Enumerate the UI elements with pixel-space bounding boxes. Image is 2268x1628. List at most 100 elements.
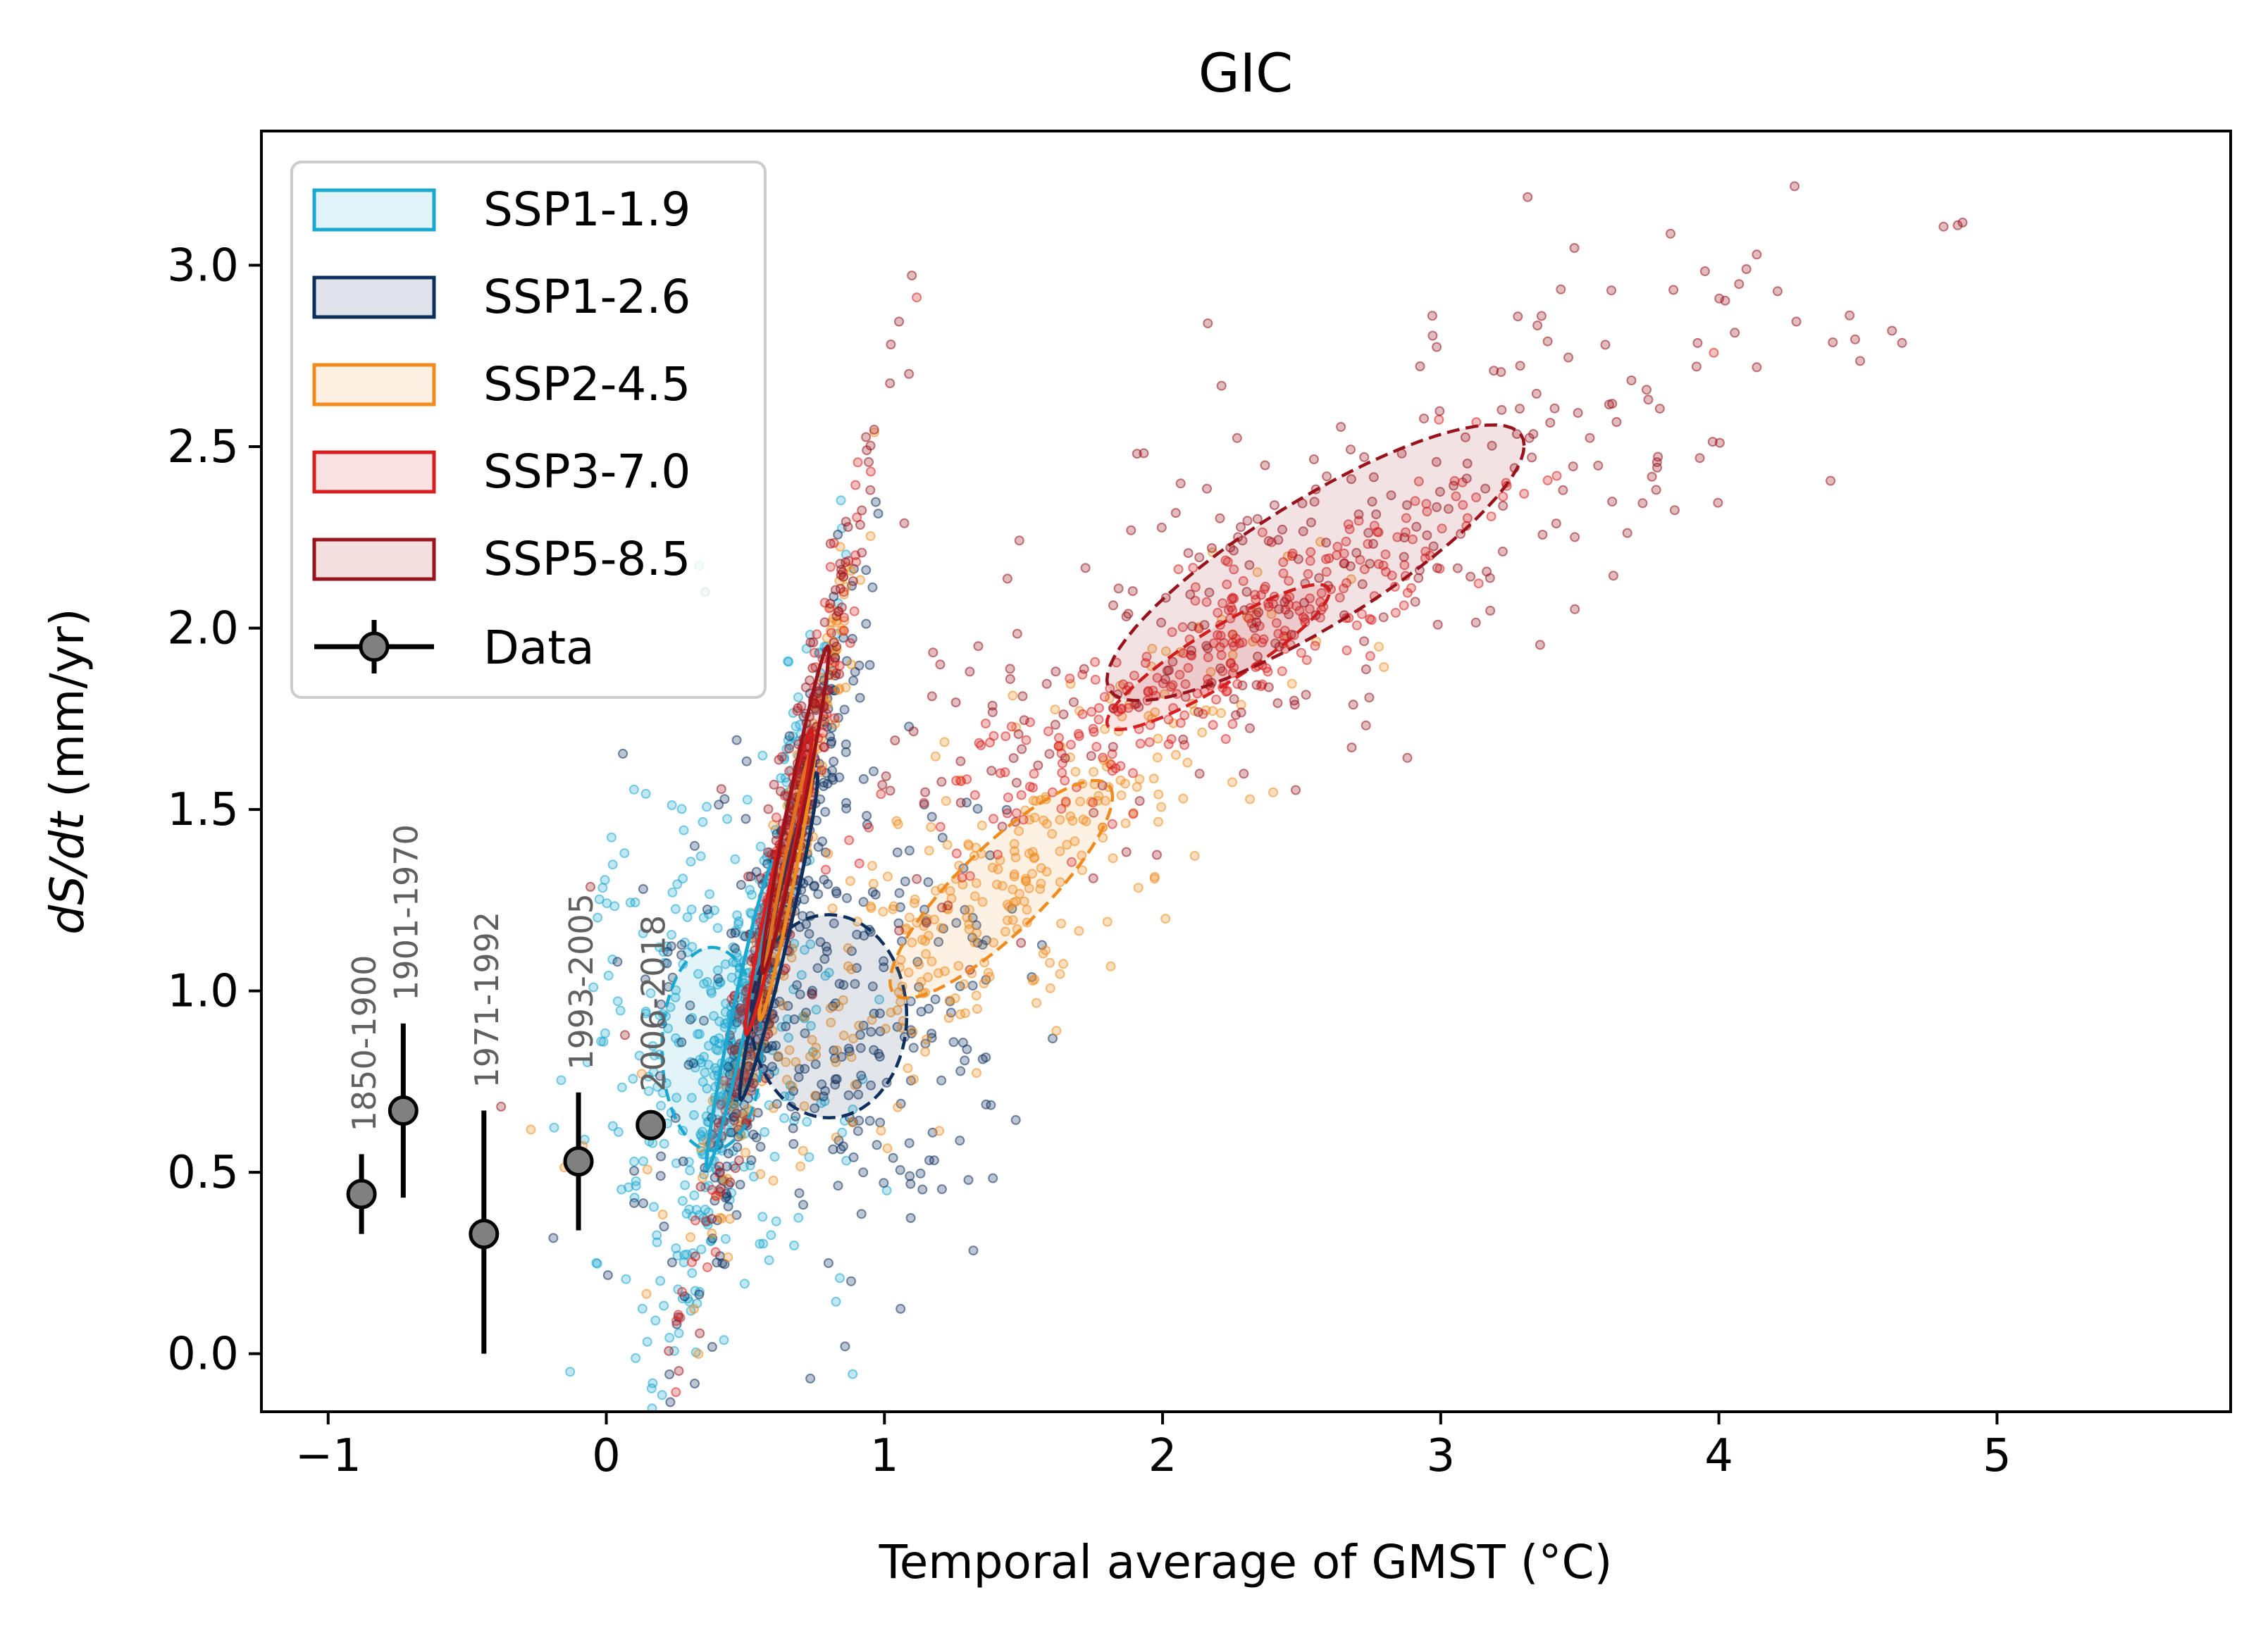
scatter-point xyxy=(795,989,805,1000)
scatter-point xyxy=(1413,573,1424,583)
scatter-point xyxy=(927,1033,937,1043)
scatter-point xyxy=(1216,380,1227,391)
scatter-point xyxy=(619,848,630,859)
scatter-point xyxy=(1081,816,1091,826)
scatter-point xyxy=(1178,734,1189,745)
scatter-point xyxy=(1260,460,1270,471)
scatter-point xyxy=(1149,874,1160,884)
scatter-point xyxy=(640,1008,651,1019)
scatter-point xyxy=(712,1257,722,1268)
legend-label: SSP3-7.0 xyxy=(483,445,690,499)
scatter-point xyxy=(714,1212,725,1223)
scatter-point xyxy=(1291,785,1301,795)
scatter-point xyxy=(1099,692,1110,702)
scatter-point xyxy=(899,518,910,528)
data-period-label: 2006-2018 xyxy=(635,915,673,1092)
scatter-point xyxy=(1144,737,1155,747)
legend-entry: SSP3-7.0 xyxy=(312,445,690,499)
scatter-point xyxy=(1178,793,1189,804)
scatter-point xyxy=(746,1155,757,1165)
scatter-point xyxy=(774,754,784,765)
scatter-point xyxy=(735,1179,745,1190)
scatter-point xyxy=(871,497,881,507)
scatter-point xyxy=(1133,883,1144,893)
scatter-point xyxy=(810,647,820,658)
scatter-point xyxy=(1015,888,1024,899)
scatter-point xyxy=(866,1026,876,1037)
scatter-point xyxy=(917,1184,928,1195)
scatter-point xyxy=(1647,471,1657,482)
scatter-point xyxy=(659,1300,669,1311)
scatter-point xyxy=(685,1000,695,1011)
scatter-point xyxy=(606,832,616,843)
scatter-point xyxy=(719,1335,729,1346)
scatter-point xyxy=(912,874,922,884)
scatter-point xyxy=(835,1273,845,1284)
scatter-point xyxy=(896,1303,906,1314)
scatter-point xyxy=(1045,957,1055,968)
scatter-point xyxy=(781,1057,791,1067)
scatter-point xyxy=(730,928,740,938)
scatter-point xyxy=(811,1050,822,1060)
scatter-point xyxy=(1093,714,1104,725)
scatter-point xyxy=(1077,865,1087,876)
scatter-point xyxy=(1251,680,1262,690)
scatter-point xyxy=(836,1144,846,1155)
scatter-point xyxy=(904,912,915,923)
scatter-point xyxy=(656,999,667,1009)
scatter-point xyxy=(847,1117,857,1128)
scatter-point xyxy=(955,756,966,766)
scatter-point xyxy=(615,1005,626,1016)
scatter-point xyxy=(861,565,872,576)
scatter-point xyxy=(1163,714,1174,725)
scatter-point xyxy=(892,847,903,857)
scatter-point xyxy=(677,1195,688,1206)
scatter-point xyxy=(665,1397,676,1408)
scatter-point xyxy=(667,1257,677,1268)
scatter-point xyxy=(905,1213,916,1223)
scatter-point xyxy=(716,1183,726,1194)
scatter-point xyxy=(690,1379,700,1388)
scatter-point xyxy=(843,1090,854,1100)
scatter-point xyxy=(1301,690,1311,700)
scatter-point xyxy=(1019,715,1029,726)
scatter-point xyxy=(1144,711,1154,721)
scatter-point xyxy=(819,742,829,752)
y-tick-label: 2.0 xyxy=(167,603,239,655)
scatter-point xyxy=(1126,525,1136,535)
scatter-point xyxy=(707,1228,717,1238)
scatter-point xyxy=(1828,337,1838,347)
scatter-point xyxy=(802,1117,812,1127)
x-tick-label: 4 xyxy=(1704,1430,1733,1482)
scatter-point xyxy=(1121,847,1132,857)
scatter-point xyxy=(1542,475,1553,485)
scatter-point xyxy=(1551,518,1561,529)
y-tick-label: 0.0 xyxy=(167,1329,239,1381)
scatter-point xyxy=(597,883,608,893)
scatter-point xyxy=(662,947,673,957)
scatter-point xyxy=(760,1127,770,1137)
scatter-point xyxy=(1366,615,1377,625)
scatter-point xyxy=(629,1166,640,1176)
scatter-point xyxy=(721,1191,732,1202)
legend-label: SSP1-1.9 xyxy=(483,182,690,237)
scatter-point xyxy=(1528,429,1539,440)
scatter-point xyxy=(676,940,687,950)
scatter-point xyxy=(1060,753,1070,764)
scatter-point xyxy=(667,800,677,810)
scatter-point xyxy=(862,445,872,456)
scatter-point xyxy=(1569,243,1580,253)
scatter-point xyxy=(1263,682,1274,692)
scatter-point xyxy=(955,1136,965,1146)
scatter-point xyxy=(1310,640,1320,651)
scatter-point xyxy=(846,964,857,974)
scatter-point xyxy=(825,599,836,609)
scatter-point xyxy=(1139,448,1149,459)
scatter-point xyxy=(981,719,991,728)
scatter-point xyxy=(1694,453,1705,464)
scatter-point xyxy=(810,881,820,891)
scatter-point xyxy=(1053,741,1064,752)
scatter-point xyxy=(769,779,779,790)
scatter-point xyxy=(709,1011,719,1021)
scatter-point xyxy=(894,926,905,936)
